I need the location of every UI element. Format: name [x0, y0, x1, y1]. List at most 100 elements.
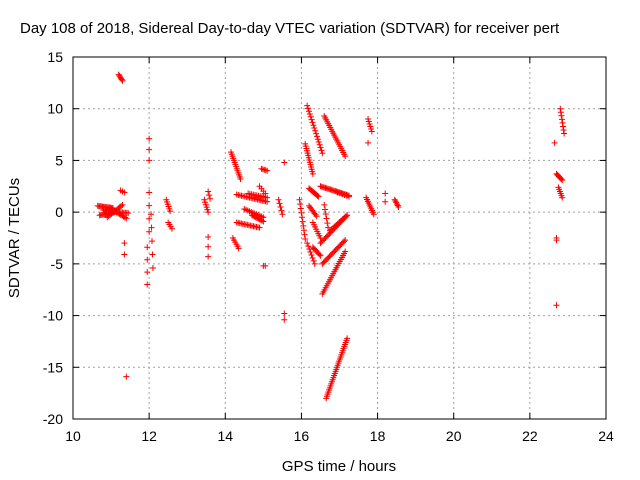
- data-point: [318, 238, 325, 245]
- data-point: [304, 240, 311, 247]
- data-point: [382, 190, 389, 197]
- data-point: [317, 235, 324, 241]
- data-point: [206, 192, 213, 199]
- data-point: [235, 245, 242, 252]
- data-point: [560, 126, 567, 133]
- data-point: [250, 212, 257, 219]
- data-point: [254, 215, 261, 222]
- data-point: [119, 201, 126, 208]
- y-tick-label: 5: [55, 152, 63, 168]
- data-point: [257, 217, 264, 224]
- data-point: [559, 119, 566, 126]
- data-point: [322, 234, 329, 241]
- data-point: [259, 217, 266, 224]
- data-point: [125, 210, 132, 217]
- y-axis-label: SDTVAR / TECUs: [6, 178, 23, 298]
- data-points: [94, 71, 568, 402]
- data-point: [237, 176, 244, 183]
- data-point: [264, 167, 271, 174]
- data-point: [395, 203, 402, 210]
- data-point: [325, 224, 332, 231]
- data-point: [281, 159, 288, 166]
- data-point: [262, 167, 269, 174]
- data-point: [317, 144, 324, 151]
- data-point: [278, 207, 285, 214]
- data-point: [306, 111, 313, 118]
- data-point: [301, 231, 308, 238]
- data-point: [308, 251, 315, 258]
- data-point: [305, 243, 312, 250]
- data-point: [281, 310, 288, 317]
- data-point: [309, 254, 316, 261]
- data-point: [557, 105, 564, 112]
- data-point: [144, 244, 151, 251]
- data-point: [318, 147, 325, 154]
- data-point: [313, 133, 320, 140]
- data-point: [146, 228, 153, 235]
- data-point: [264, 194, 271, 201]
- data-point: [310, 122, 317, 129]
- y-tick-label: -5: [51, 256, 64, 272]
- data-point: [322, 211, 329, 218]
- data-point: [308, 116, 315, 123]
- data-point: [118, 76, 125, 83]
- y-tick-label: 0: [55, 204, 63, 220]
- x-tick-label: 12: [141, 428, 157, 444]
- y-tick-label: 10: [47, 101, 63, 117]
- data-point: [121, 240, 128, 247]
- data-point: [275, 196, 282, 203]
- data-point: [368, 128, 375, 135]
- data-point: [148, 238, 155, 245]
- data-point: [146, 157, 153, 164]
- data-point: [256, 216, 263, 223]
- data-point: [144, 256, 151, 263]
- x-tick-label: 14: [217, 428, 233, 444]
- data-point: [144, 281, 151, 288]
- data-point: [344, 335, 351, 342]
- data-point: [341, 238, 348, 245]
- data-point: [370, 211, 377, 218]
- data-point: [304, 102, 311, 109]
- data-point: [123, 373, 130, 380]
- data-point: [255, 215, 262, 222]
- data-point: [305, 108, 312, 115]
- data-point: [297, 205, 304, 212]
- y-tick-label: 15: [47, 49, 63, 65]
- data-point: [279, 211, 286, 218]
- data-point: [315, 193, 322, 200]
- y-tick-label: -10: [43, 308, 63, 324]
- data-point: [305, 105, 312, 112]
- x-tick-label: 20: [446, 428, 462, 444]
- data-point: [261, 166, 268, 173]
- data-point: [365, 139, 372, 146]
- chart-title: Day 108 of 2018, Sidereal Day-to-day VTE…: [20, 20, 560, 37]
- y-tick-label: -20: [43, 411, 63, 427]
- data-point: [149, 251, 156, 258]
- data-point: [561, 130, 568, 137]
- data-point: [205, 243, 212, 250]
- data-point: [558, 176, 565, 183]
- data-point: [324, 220, 331, 227]
- data-point: [121, 251, 128, 258]
- data-point: [256, 224, 263, 231]
- x-axis-label: GPS time / hours: [282, 458, 396, 475]
- data-point: [314, 136, 321, 143]
- data-point: [281, 316, 288, 323]
- data-point: [553, 302, 560, 309]
- x-tick-label: 10: [65, 428, 81, 444]
- data-point: [323, 215, 330, 222]
- data-point: [148, 211, 155, 218]
- plot-frame: [72, 56, 607, 420]
- data-point: [251, 213, 258, 220]
- data-point: [313, 130, 320, 137]
- x-tick-label: 24: [598, 428, 614, 444]
- data-point: [560, 123, 567, 130]
- data-point: [123, 215, 130, 222]
- x-tick-label: 18: [370, 428, 386, 444]
- data-point: [146, 146, 153, 153]
- data-point: [309, 119, 316, 126]
- data-point: [248, 212, 255, 219]
- data-point: [559, 194, 566, 201]
- data-point: [149, 264, 156, 271]
- axis-ticks: 10 12 14 16 18 20 22 24 -20 -15 -10 -5 0 5 10 15: [43, 49, 614, 444]
